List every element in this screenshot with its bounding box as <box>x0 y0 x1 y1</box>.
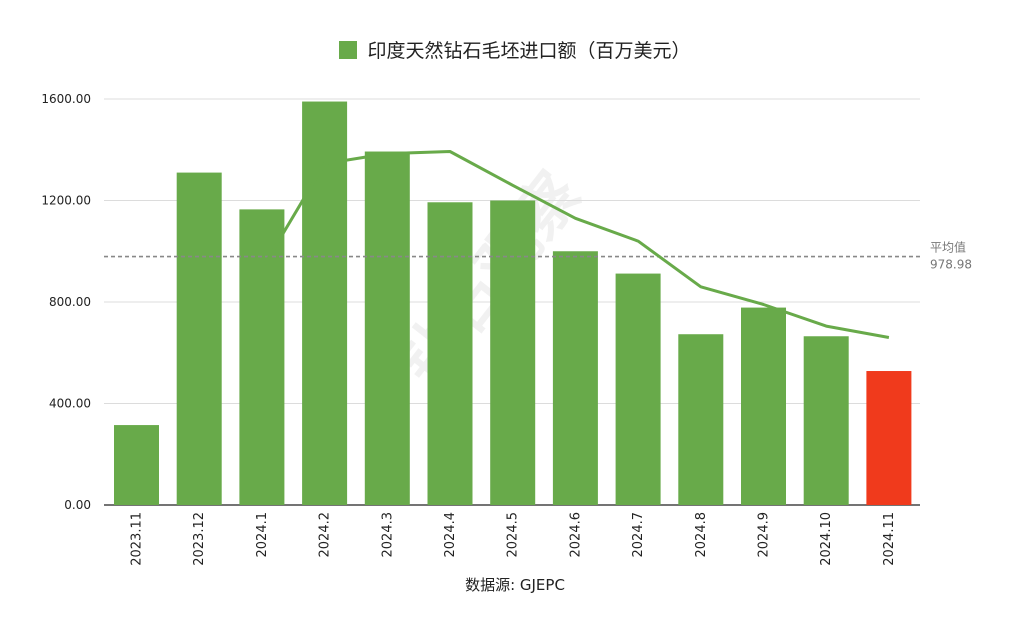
trend-line <box>260 150 890 339</box>
x-tick-label: 2024.7 <box>631 512 646 558</box>
x-tick-label: 2024.11 <box>882 512 897 566</box>
bar <box>176 172 222 505</box>
legend-swatch <box>339 40 358 59</box>
source-note: 数据源: GJEPC <box>465 576 565 594</box>
average-value: 978.98 <box>930 258 972 272</box>
y-tick-label: 0.00 <box>64 498 91 512</box>
bar <box>427 202 473 505</box>
bar <box>803 336 849 505</box>
bar <box>866 371 912 505</box>
x-tick-label: 2024.4 <box>443 512 458 558</box>
y-tick-label: 1200.00 <box>41 194 91 208</box>
bar <box>741 307 786 505</box>
x-tick-label: 2024.9 <box>757 512 772 558</box>
x-tick-label: 2024.8 <box>694 512 709 558</box>
chart-legend: 印度天然钻石毛坯进口额（百万美元） <box>0 36 1030 63</box>
bar <box>239 209 285 505</box>
x-tick-label: 2024.6 <box>568 512 583 558</box>
bar <box>364 151 410 505</box>
x-tick-label: 2024.1 <box>255 512 270 558</box>
y-tick-label: 1600.00 <box>41 92 91 106</box>
legend-label: 印度天然钻石毛坯进口额（百万美元） <box>367 40 691 62</box>
bar <box>490 200 536 505</box>
bar <box>678 334 724 505</box>
bar <box>114 425 159 505</box>
bar <box>302 101 348 505</box>
bar <box>552 251 598 505</box>
x-tick-label: 2023.12 <box>192 512 207 566</box>
y-tick-label: 400.00 <box>49 397 91 411</box>
bar <box>615 273 661 505</box>
x-tick-label: 2024.10 <box>819 512 834 566</box>
x-tick-label: 2024.2 <box>318 512 333 558</box>
y-tick-label: 800.00 <box>49 295 91 309</box>
x-tick-label: 2023.11 <box>130 512 145 566</box>
x-tick-label: 2024.5 <box>506 512 521 558</box>
x-tick-label: 2024.3 <box>380 512 395 558</box>
average-label: 平均值 <box>930 240 966 255</box>
